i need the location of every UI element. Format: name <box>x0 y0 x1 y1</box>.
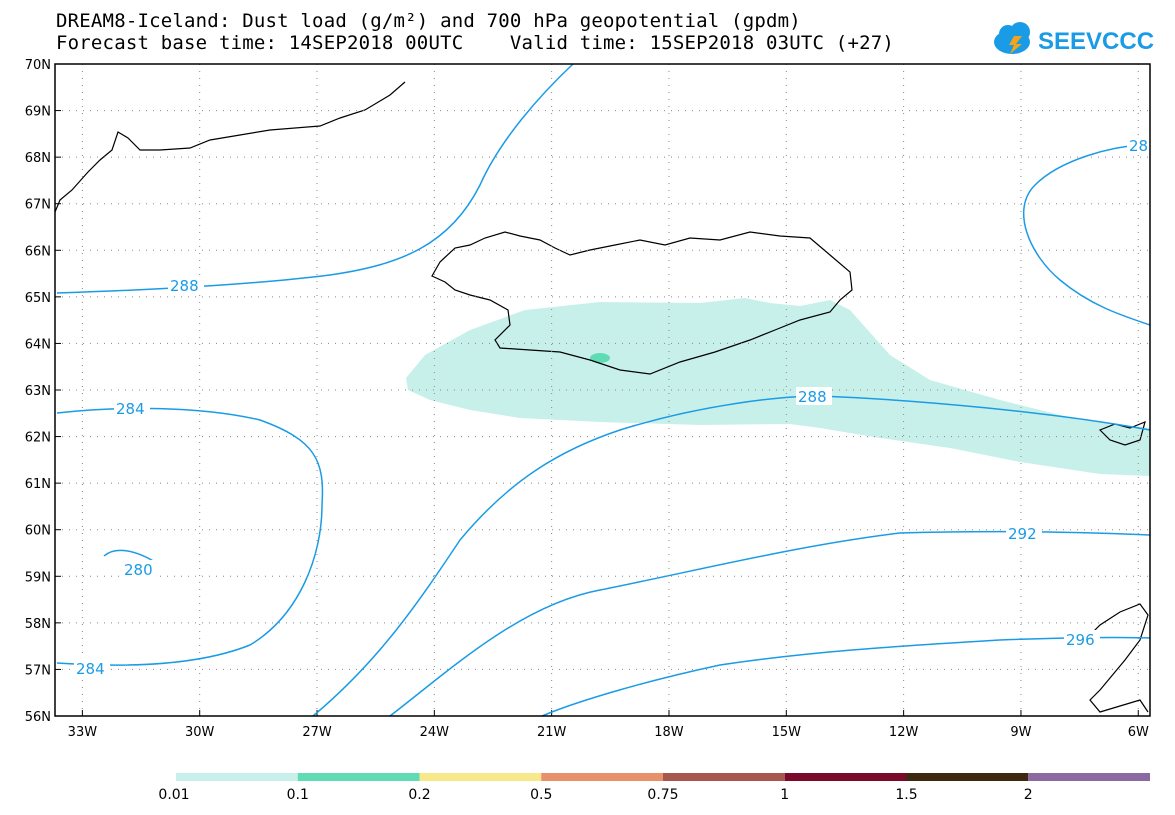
lat-label: 62N <box>25 431 51 446</box>
lon-label: 27W <box>302 725 332 740</box>
contour-288-north <box>56 63 574 294</box>
colorbar-segment <box>541 773 663 781</box>
colorbar-segment <box>297 773 420 781</box>
lon-label: 15W <box>772 725 802 740</box>
lon-label: 18W <box>654 725 684 740</box>
lat-label: 65N <box>25 291 51 306</box>
longitude-labels: 33W 30W 27W 24W 21W 18W 15W 12W 9W 6W <box>68 725 1149 740</box>
colorbar-segment <box>176 773 298 781</box>
colorbar-segment <box>419 773 542 781</box>
colorbar-label: 0.5 <box>530 787 552 803</box>
lon-label: 6W <box>1128 725 1149 740</box>
contour-296 <box>541 636 1151 717</box>
seevccc-logo: SEEVCCC <box>994 22 1154 55</box>
colorbar-label: 0.2 <box>408 787 430 803</box>
contour-288-south <box>312 395 1151 717</box>
lat-label: 70N <box>25 58 51 73</box>
contour-label-280: 280 <box>124 561 153 579</box>
contour-label-284-south: 284 <box>76 660 105 678</box>
colorbar-segment <box>1028 773 1150 781</box>
lon-label: 9W <box>1010 725 1031 740</box>
lat-label: 56N <box>25 710 51 725</box>
colorbar-label: 2 <box>1024 787 1033 803</box>
lat-label: 69N <box>25 105 51 120</box>
contour-label-28x: 28 <box>1129 137 1148 155</box>
lat-label: 58N <box>25 617 51 632</box>
dust-area-high <box>590 353 610 363</box>
lon-label: 12W <box>889 725 919 740</box>
lat-label: 68N <box>25 151 51 166</box>
contour-284-west <box>56 407 324 666</box>
lat-label: 60N <box>25 524 51 539</box>
contour-label-284-west: 284 <box>116 400 145 418</box>
colorbar-labels: 0.01 0.1 0.2 0.5 0.75 1 1.5 2 <box>158 787 1032 803</box>
map-frame <box>54 63 1151 717</box>
colorbar-label: 1 <box>780 787 789 803</box>
lat-label: 57N <box>25 663 51 678</box>
colorbar-segment <box>663 773 785 781</box>
lat-label: 59N <box>25 570 51 585</box>
lon-label: 21W <box>537 725 567 740</box>
dust-area-low <box>406 298 1150 476</box>
colorbar-label: 0.75 <box>647 787 678 803</box>
colorbar-label: 1.5 <box>895 787 917 803</box>
contour-280 <box>103 549 156 563</box>
logo-text: SEEVCCC <box>1038 28 1154 55</box>
contour-label-296: 296 <box>1066 631 1095 649</box>
contour-292 <box>389 530 1151 717</box>
lat-label: 66N <box>25 244 51 259</box>
lat-label: 61N <box>25 477 51 492</box>
map-title: DREAM8-Iceland: Dust load (g/m²) and 700… <box>56 10 801 32</box>
contour-28x-east <box>1022 143 1151 326</box>
latitude-labels: 70N 69N 68N 67N 66N 65N 64N 63N 62N 61N 60N 59N 58N 5… <box>25 58 51 725</box>
contour-label-292: 292 <box>1008 525 1037 543</box>
lat-label: 67N <box>25 198 51 213</box>
contour-label-288-north: 288 <box>170 277 199 295</box>
lat-label: 64N <box>25 337 51 352</box>
colorbar-label: 0.1 <box>287 787 309 803</box>
lon-label: 30W <box>185 725 215 740</box>
contour-label-288-south: 288 <box>798 388 827 406</box>
lon-label: 24W <box>420 725 450 740</box>
colorbar-label: 0.01 <box>158 787 189 803</box>
contour-labels: 288 284 280 284 288 292 296 28 <box>74 136 1150 678</box>
colorbar-segment <box>784 773 907 781</box>
colorbar-segment <box>906 773 1029 781</box>
cloud-icon <box>994 22 1030 54</box>
graticule <box>55 63 1150 717</box>
lon-label: 33W <box>68 725 98 740</box>
map-subtitle: Forecast base time: 14SEP2018 00UTC Vali… <box>56 32 895 54</box>
colorbar <box>176 773 1150 781</box>
lat-label: 63N <box>25 384 51 399</box>
